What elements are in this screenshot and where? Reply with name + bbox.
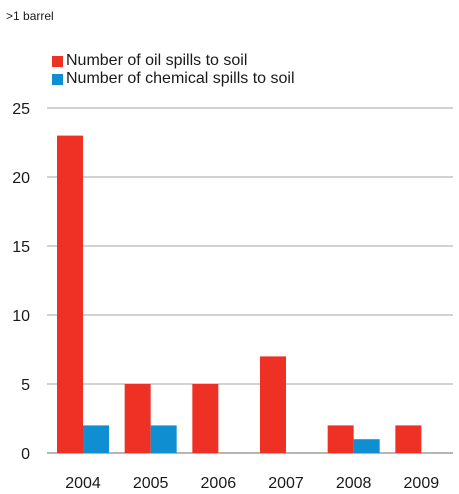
legend-label-oil: Number of oil spills to soil [66, 52, 248, 69]
y-axis-ticks: 0 5 10 15 20 25 [12, 101, 30, 463]
y-tick-label: 20 [12, 170, 30, 187]
y-tick-label: 25 [12, 101, 30, 118]
bar-oil-2004 [57, 135, 83, 453]
legend-item-chemical: Number of chemical spills to soil [52, 70, 295, 88]
x-tick-label: 2005 [133, 475, 169, 492]
y-tick-label: 10 [12, 308, 30, 325]
y-tick-label: 5 [21, 377, 30, 394]
x-tick-label: 2009 [404, 475, 440, 492]
x-tick-label: 2008 [336, 475, 372, 492]
x-tick-label: 2004 [65, 475, 101, 492]
legend-swatch-oil [52, 55, 63, 67]
legend-swatch-chemical [52, 73, 63, 85]
bar-chemical-2005 [150, 425, 177, 453]
bar-chemical-2008 [353, 439, 380, 453]
bar-oil-2009 [395, 425, 422, 453]
legend: Number of oil spills to soil Number of c… [52, 52, 295, 88]
bar-oil-2005 [124, 384, 151, 453]
bars [57, 135, 422, 453]
chart-subtitle: >1 barrel [6, 9, 54, 23]
gridlines [47, 107, 453, 454]
y-tick-label: 15 [12, 239, 30, 256]
x-axis-ticks: 2004 2005 2006 2007 2008 2009 [65, 475, 439, 492]
y-tick-label: 0 [21, 446, 30, 463]
x-tick-label: 2006 [201, 475, 237, 492]
legend-item-oil: Number of oil spills to soil [52, 52, 295, 70]
legend-label-chemical: Number of chemical spills to soil [66, 70, 295, 87]
bar-oil-2008 [327, 425, 354, 453]
x-tick-label: 2007 [268, 475, 304, 492]
bar-oil-2006 [192, 384, 219, 453]
bar-chemical-2004 [83, 425, 109, 453]
bar-oil-2007 [260, 356, 286, 453]
